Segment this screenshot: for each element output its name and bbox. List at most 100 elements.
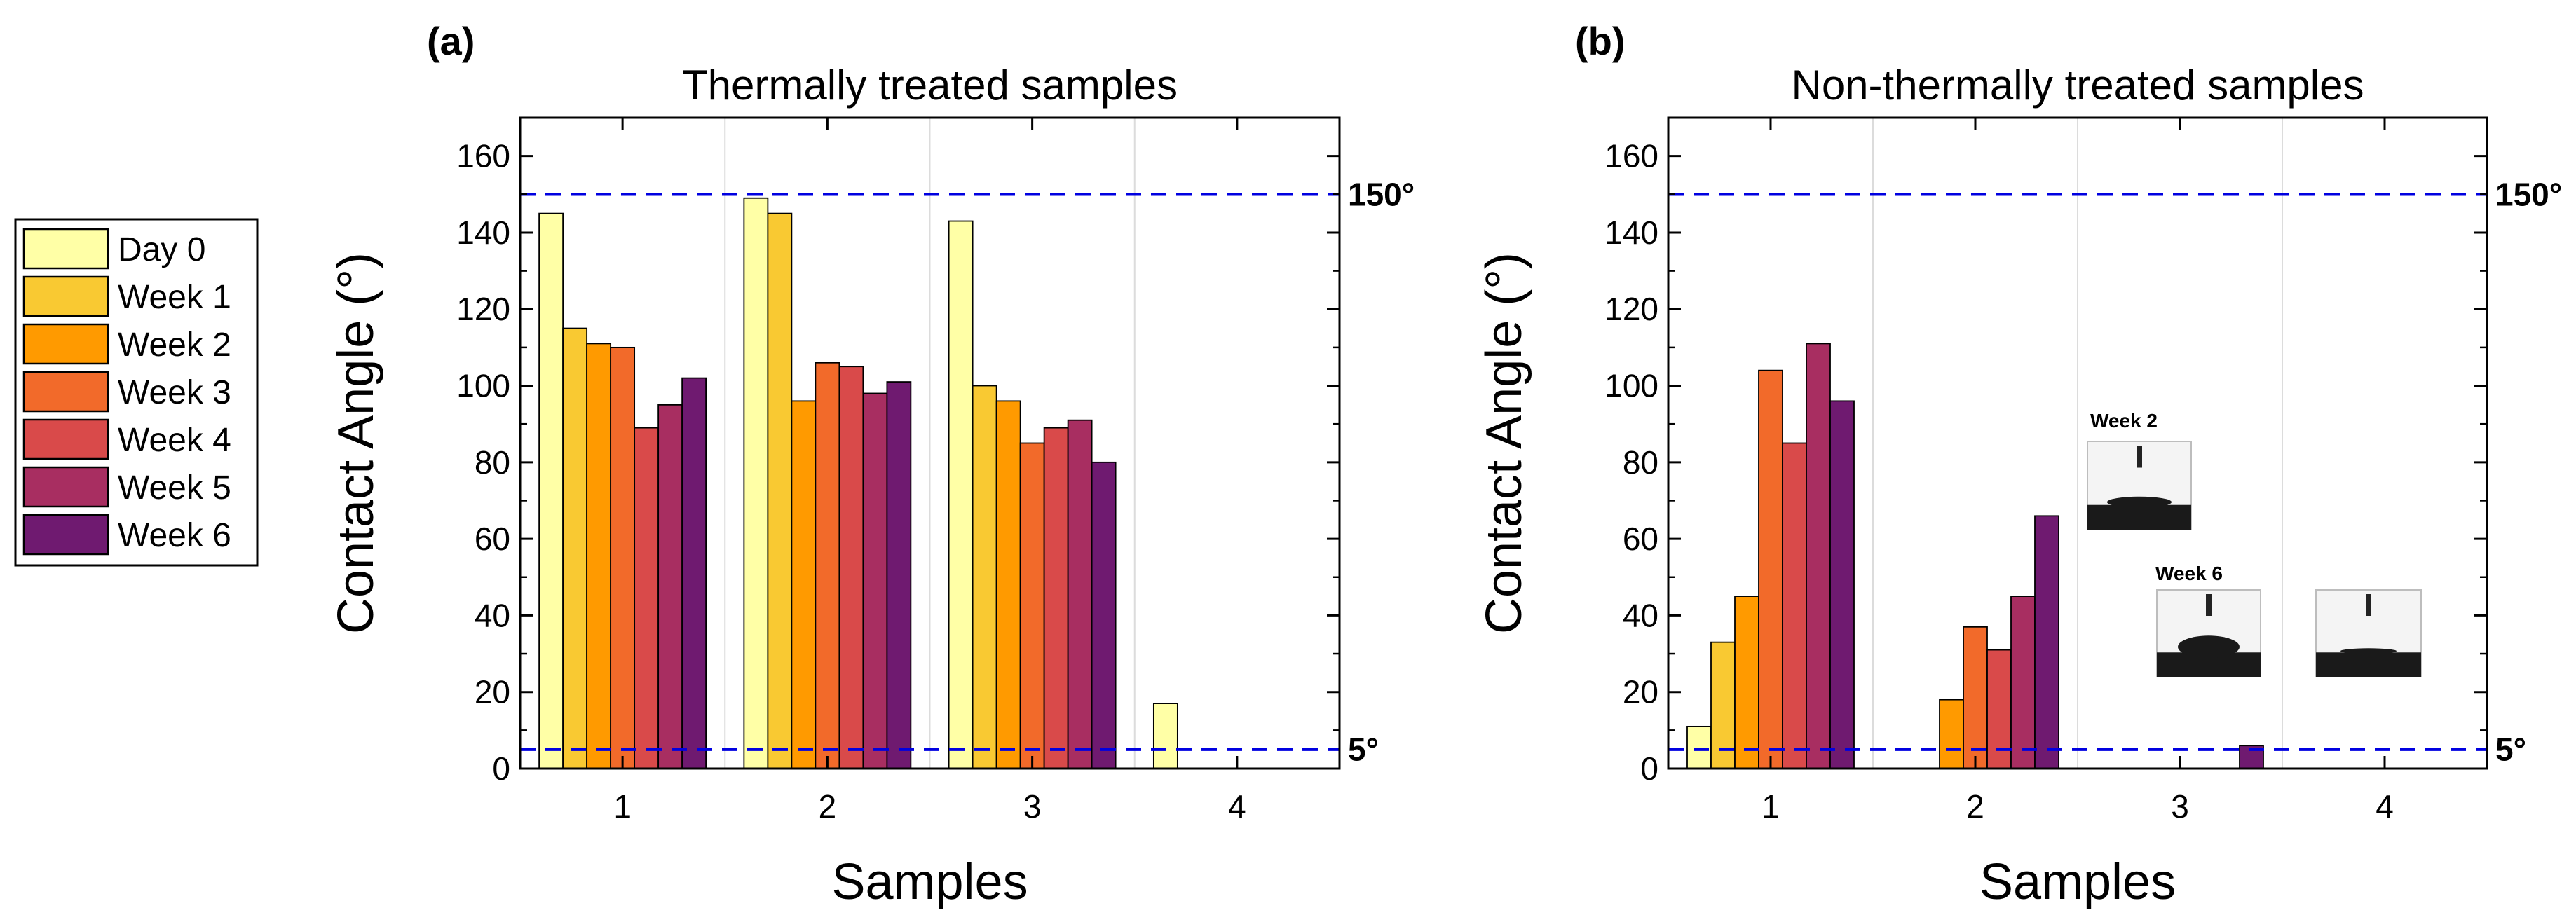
inset-substrate <box>2087 504 2191 530</box>
y-tick-label: 40 <box>1623 597 1658 633</box>
droplet-inset-image: Week 6 <box>2155 563 2261 677</box>
chart-title: Thermally treated samples <box>682 62 1178 109</box>
plot-frame <box>1667 116 2488 770</box>
y-tick-label: 60 <box>475 521 510 557</box>
legend-swatch <box>22 275 109 317</box>
bar <box>1686 725 1712 769</box>
y-tick-label: 80 <box>475 444 510 481</box>
bar <box>610 346 636 769</box>
chart-panel-b: (b) Non-thermally treated samples 150° 5° 0 2… <box>1476 19 2562 910</box>
x-tick-label: 3 <box>2171 788 2189 825</box>
bar <box>948 220 974 769</box>
reference-label: 5° <box>1348 731 1379 768</box>
inset-label: Week 6 <box>2155 563 2223 584</box>
legend-swatch <box>22 466 109 508</box>
y-tick-label: 140 <box>456 214 510 251</box>
x-tick-label: 2 <box>819 788 837 825</box>
legend-label: Week 3 <box>118 374 231 411</box>
bar <box>743 197 769 769</box>
bar <box>1019 442 1045 769</box>
inset-needle <box>2206 594 2212 616</box>
x-tick-label: 1 <box>613 788 632 825</box>
bar <box>995 400 1021 769</box>
droplet-inset-image: Week 2 <box>2087 410 2192 530</box>
reference-label: 5° <box>2495 731 2526 768</box>
inset-substrate <box>2316 652 2421 677</box>
legend-swatch <box>22 323 109 365</box>
bar <box>1734 596 1759 769</box>
y-tick-label: 0 <box>1640 750 1658 787</box>
inset-label: Week 2 <box>2090 410 2158 432</box>
bar <box>815 362 840 769</box>
y-tick-label: 140 <box>1604 214 1658 251</box>
bar <box>538 212 564 769</box>
x-axis-title: Samples <box>1979 854 2176 910</box>
bar <box>1043 427 1069 769</box>
y-tick-label: 20 <box>475 674 510 710</box>
legend: Day 0 Week 1 Week 2 Week 3 Week 4 Week 5 Week … <box>14 218 259 567</box>
legend-label: Week 1 <box>118 279 231 316</box>
bar <box>657 404 683 769</box>
chart-panel-a: (a) Thermally treated samples 150° 5° 0 20 40 6… <box>328 19 1415 910</box>
plot-frame <box>519 116 1341 770</box>
legend-swatch <box>22 228 109 270</box>
bar <box>1091 461 1117 769</box>
inset-needle <box>2137 446 2142 468</box>
y-tick-label: 120 <box>1604 291 1658 327</box>
bar <box>1829 400 1855 769</box>
bar <box>767 212 793 769</box>
bar <box>1782 442 1807 769</box>
bar <box>1806 343 1831 769</box>
panel-label: (a) <box>427 19 475 63</box>
bar <box>562 327 588 769</box>
inset-droplet <box>2178 635 2240 659</box>
legend-label: Week 4 <box>118 422 231 459</box>
legend-swatch <box>22 418 109 460</box>
y-axis-title: Contact Angle (°) <box>328 252 384 634</box>
bar <box>1963 626 1988 769</box>
x-tick-label: 4 <box>2376 788 2394 825</box>
legend-label: Week 5 <box>118 469 231 507</box>
x-tick-label: 4 <box>1228 788 1246 825</box>
bar <box>634 427 660 769</box>
inset-droplet <box>2107 496 2172 508</box>
bar <box>586 343 612 769</box>
x-tick-label: 3 <box>1023 788 1042 825</box>
y-tick-label: 160 <box>456 138 510 174</box>
inset-needle <box>2366 594 2371 616</box>
bar <box>1758 369 1783 769</box>
panel-label: (b) <box>1575 19 1626 63</box>
legend-swatch <box>22 514 109 556</box>
droplet-inset-image <box>2315 589 2422 677</box>
y-axis-title: Contact Angle (°) <box>1476 252 1532 634</box>
bar <box>2010 596 2036 769</box>
bar <box>1152 703 1178 769</box>
y-tick-label: 0 <box>492 750 510 787</box>
reference-label: 150° <box>2495 176 2562 212</box>
legend-label: Day 0 <box>118 231 205 268</box>
legend-label: Week 2 <box>118 326 231 364</box>
y-tick-label: 80 <box>1623 444 1658 481</box>
reference-label: 150° <box>1348 176 1415 212</box>
inset-droplet <box>2340 648 2397 654</box>
bar <box>886 381 912 769</box>
bar <box>838 366 864 769</box>
y-tick-label: 160 <box>1604 138 1658 174</box>
bar <box>791 400 817 769</box>
legend-swatch <box>22 371 109 413</box>
y-tick-label: 20 <box>1623 674 1658 710</box>
bar <box>1939 699 1964 769</box>
bar <box>681 377 707 769</box>
x-axis-title: Samples <box>831 854 1028 910</box>
legend-label: Week 6 <box>118 517 231 554</box>
y-tick-label: 100 <box>456 368 510 404</box>
y-tick-label: 100 <box>1604 368 1658 404</box>
y-tick-label: 120 <box>456 291 510 327</box>
bar <box>862 392 888 769</box>
x-tick-label: 1 <box>1761 788 1780 825</box>
y-tick-label: 60 <box>1623 521 1658 557</box>
y-tick-label: 40 <box>475 597 510 633</box>
bar <box>2034 515 2059 769</box>
bar <box>1067 419 1093 769</box>
